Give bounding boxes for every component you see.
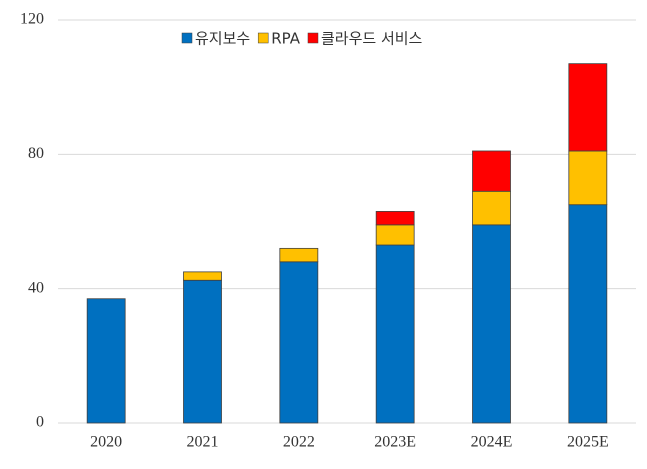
bar-segment	[568, 204, 608, 424]
bar-segment	[183, 271, 222, 281]
bar-segment	[568, 63, 608, 152]
y-tick-label: 0	[36, 414, 44, 431]
x-tick-label: 2025E	[567, 434, 609, 451]
bar-segment	[472, 150, 511, 192]
bar-segment	[183, 279, 222, 424]
x-tick-label: 2023E	[374, 434, 416, 451]
bar-segment	[568, 150, 608, 206]
y-tick-label: 80	[28, 145, 44, 162]
x-tick-label: 2022	[283, 434, 315, 451]
bar-segment	[279, 247, 319, 263]
legend-label: 클라우드 서비스	[321, 30, 423, 48]
x-tick-label: 2020	[90, 434, 122, 451]
legend-label: RPA	[271, 30, 301, 48]
legend-swatch	[257, 32, 269, 44]
bar-segment	[86, 298, 126, 424]
bar-segment	[375, 224, 415, 246]
x-tick-label: 2021	[187, 434, 219, 451]
bar-segment	[375, 244, 415, 424]
legend-swatch	[307, 32, 319, 44]
bar-segment	[375, 211, 415, 226]
bar-segment	[472, 190, 511, 226]
y-tick-label: 120	[20, 11, 44, 28]
legend-swatch	[181, 32, 193, 44]
bar-segment	[279, 261, 319, 424]
x-tick-label: 2024E	[471, 434, 513, 451]
legend-label: 유지보수	[195, 30, 250, 48]
y-tick-label: 40	[28, 279, 44, 296]
legend: 유지보수 RPA 클라우드 서비스	[181, 30, 423, 48]
bar-segment	[472, 224, 511, 424]
